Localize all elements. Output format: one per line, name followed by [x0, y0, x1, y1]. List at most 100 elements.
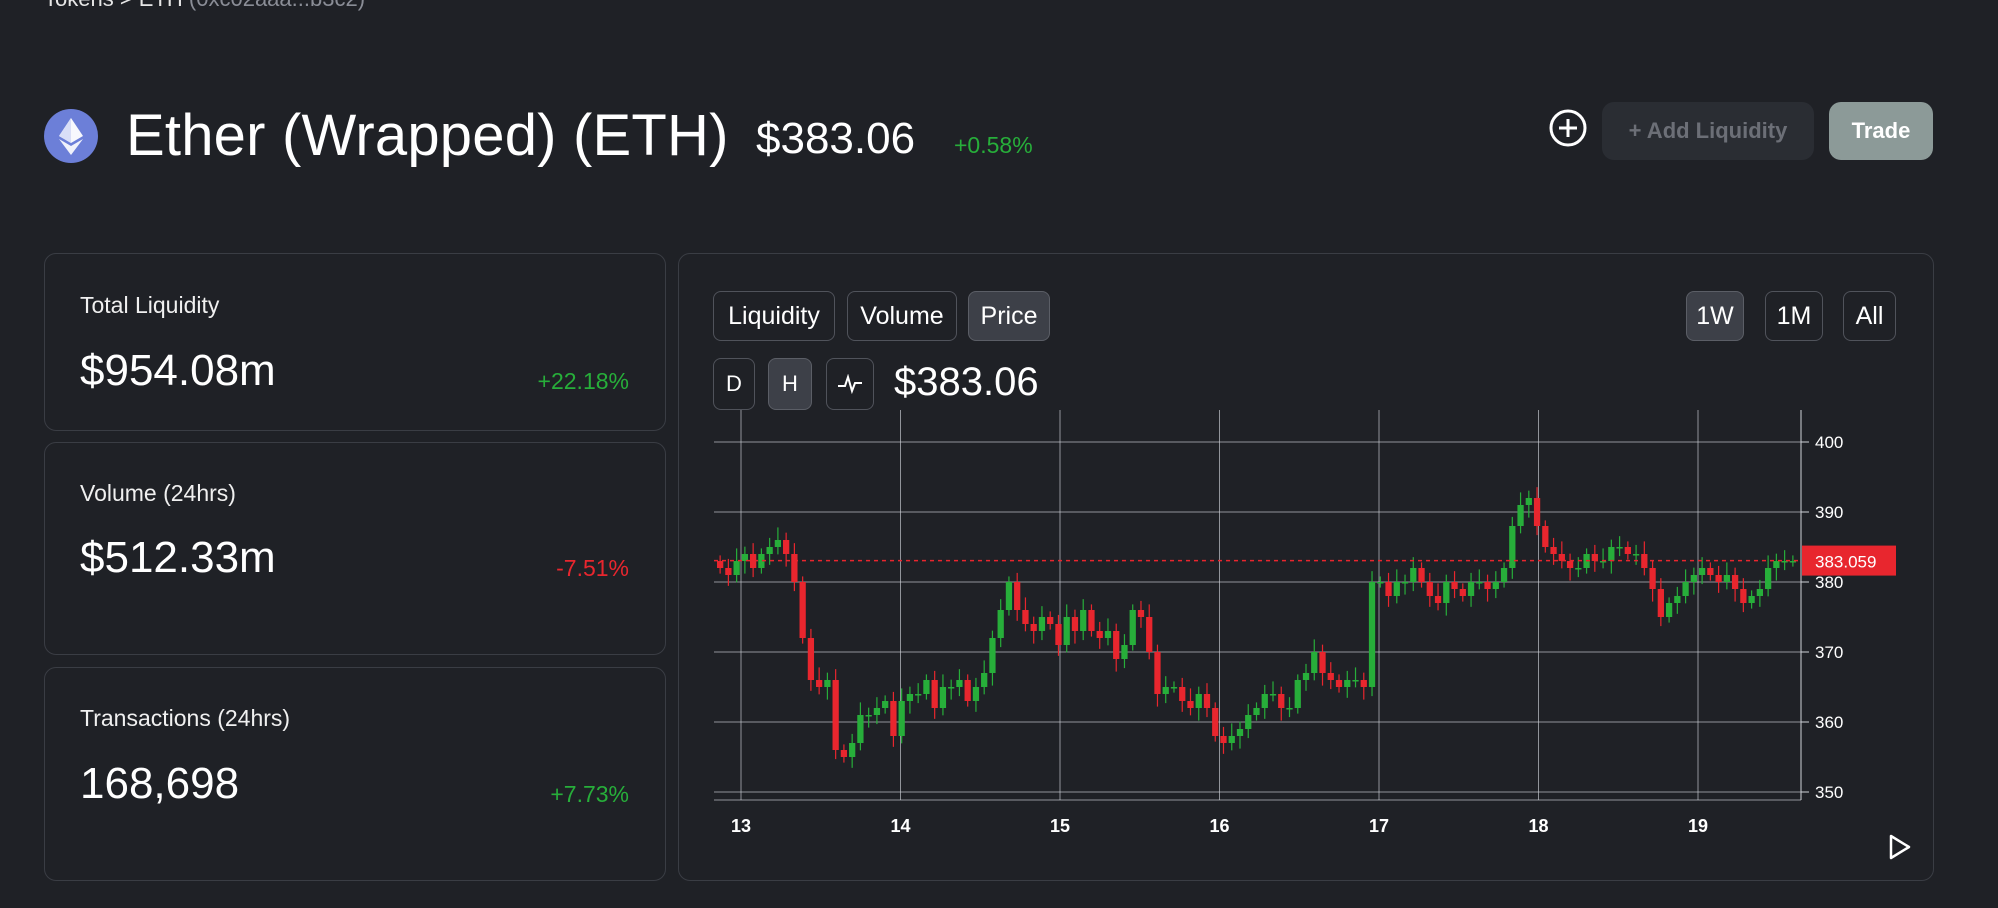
candle-body: [1121, 645, 1128, 659]
add-liquidity-button[interactable]: + Add Liquidity: [1602, 102, 1814, 160]
candle-body: [1005, 582, 1013, 610]
stat-value: $954.08m: [80, 346, 276, 395]
candle-body: [1748, 596, 1755, 603]
candle-body: [1335, 680, 1343, 687]
candle-body: [964, 680, 971, 701]
candle-body: [1344, 680, 1351, 687]
candle-body: [972, 687, 980, 701]
candle-body: [1319, 652, 1326, 673]
candle-body: [1261, 694, 1268, 708]
candle-body: [1756, 589, 1764, 596]
candle-body: [1154, 652, 1161, 694]
candle-body: [906, 694, 914, 701]
candle-body: [898, 701, 905, 736]
candle-body: [1162, 687, 1169, 694]
breadcrumb-path[interactable]: Tokens > ETH: [44, 0, 183, 11]
candle-body: [1509, 526, 1516, 568]
candle-body: [716, 561, 724, 568]
candle-body: [1047, 617, 1054, 624]
interval-hour-button[interactable]: H: [768, 358, 812, 410]
candle-body: [1459, 589, 1466, 596]
candle-body: [1599, 561, 1607, 563]
candle-body: [1566, 561, 1574, 568]
transactions-card: Transactions (24hrs) 168,698 +7.73%: [44, 667, 666, 881]
candle-body: [981, 673, 988, 687]
y-tick-label: 360: [1815, 713, 1843, 732]
candle-body: [1410, 568, 1417, 582]
candle-body: [1179, 687, 1186, 701]
candle-body: [1657, 589, 1664, 617]
timeframe-1w[interactable]: 1W: [1686, 291, 1744, 341]
x-tick-label: 13: [731, 816, 751, 836]
play-icon[interactable]: [1884, 832, 1914, 862]
candle-body: [733, 561, 740, 575]
candle-body: [1764, 568, 1772, 589]
candle-body: [931, 680, 938, 708]
tab-volume[interactable]: Volume: [847, 291, 957, 341]
candle-body: [1492, 582, 1499, 589]
y-tick-label: 390: [1815, 503, 1843, 522]
candle-body: [1674, 596, 1681, 603]
candle-body: [1038, 617, 1046, 631]
candle-body: [923, 680, 930, 694]
candle-body: [1253, 708, 1260, 715]
stat-label: Transactions (24hrs): [80, 705, 291, 731]
candle-body: [1220, 736, 1227, 743]
candle-body: [1212, 708, 1219, 736]
candle-body: [1393, 582, 1400, 596]
candle-body: [824, 680, 831, 687]
total-liquidity-card: Total Liquidity $954.08m +22.18%: [44, 253, 666, 431]
candle-body: [1286, 708, 1293, 710]
candle-body: [749, 554, 757, 568]
candle-body: [1558, 554, 1565, 561]
token-price: $383.06: [756, 114, 916, 163]
candle-body: [1616, 547, 1623, 549]
candle-body: [1311, 652, 1318, 673]
y-tick-label: 370: [1815, 643, 1843, 662]
candle-body: [1055, 624, 1062, 645]
candle-body: [857, 715, 864, 743]
candle-body: [1146, 617, 1153, 652]
candle-body: [997, 610, 1004, 638]
candle-body: [1707, 568, 1714, 575]
candle-body: [865, 715, 872, 717]
candle-body: [956, 680, 963, 687]
candle-body: [1071, 617, 1079, 631]
ethereum-logo-icon: [44, 109, 98, 163]
volume-card: Volume (24hrs) $512.33m -7.51%: [44, 442, 666, 655]
candle-body: [1096, 631, 1103, 638]
token-name: Ether (Wrapped) (ETH): [126, 103, 729, 168]
timeframe-all[interactable]: All: [1843, 291, 1896, 341]
candle-body: [1245, 715, 1252, 729]
candle-body: [1665, 603, 1673, 617]
candle-body: [758, 554, 765, 568]
stat-value: $512.33m: [80, 533, 276, 582]
candle-body: [774, 540, 782, 547]
stat-label: Volume (24hrs): [80, 480, 236, 506]
candle-body: [1377, 582, 1384, 584]
candle-body: [1517, 505, 1524, 526]
stat-value: 168,698: [80, 759, 240, 808]
candle-body: [1368, 582, 1376, 687]
last-price-badge: [1802, 545, 1896, 576]
tab-price[interactable]: Price: [968, 291, 1050, 341]
candle-body: [1022, 610, 1029, 624]
candle-body: [849, 743, 856, 757]
candle-body: [1731, 575, 1739, 589]
candle-body: [1195, 694, 1202, 708]
timeframe-1m[interactable]: 1M: [1765, 291, 1823, 341]
plus-circle-icon[interactable]: [1548, 108, 1588, 148]
candle-body: [1550, 547, 1557, 554]
breadcrumb[interactable]: Tokens > ETH (0xc02aaa...b3c2): [44, 0, 365, 12]
line-chart-toggle[interactable]: [826, 358, 874, 410]
interval-day-button[interactable]: D: [713, 358, 755, 410]
stat-change: +22.18%: [537, 368, 629, 394]
trade-button[interactable]: Trade: [1829, 102, 1933, 160]
y-tick-label: 380: [1815, 573, 1843, 592]
candle-body: [882, 701, 889, 708]
candle-body: [1467, 582, 1475, 596]
candle-body: [1228, 736, 1235, 743]
candle-body: [1632, 554, 1640, 556]
tab-liquidity[interactable]: Liquidity: [713, 291, 835, 341]
